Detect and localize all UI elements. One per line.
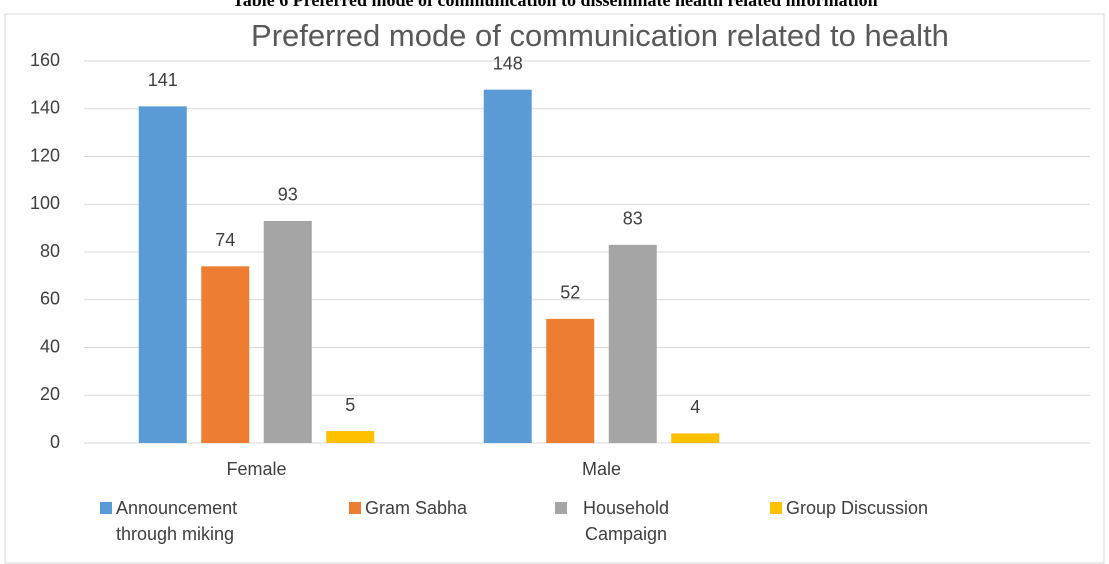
data-label: 141 (148, 70, 178, 90)
legend-swatch (349, 502, 361, 514)
y-tick-label: 20 (40, 384, 60, 404)
bar (546, 318, 595, 443)
x-tick-label: Female (226, 459, 286, 479)
y-tick-label: 40 (40, 336, 60, 356)
chart-border (4, 13, 1105, 564)
data-label: 83 (623, 209, 643, 229)
legend-label: Group Discussion (786, 498, 929, 518)
y-tick-label: 160 (30, 50, 60, 70)
data-label: 4 (690, 397, 700, 417)
data-label: 74 (215, 230, 235, 250)
data-label: 5 (345, 395, 355, 415)
bar (201, 266, 250, 443)
legend-label: Household Campaign (582, 498, 670, 544)
data-label: 148 (493, 53, 523, 73)
bar (326, 431, 375, 443)
y-tick-label: 0 (50, 432, 60, 452)
chart-title: Preferred mode of communication related … (251, 18, 949, 53)
legend-swatch (770, 502, 782, 514)
bar (671, 433, 720, 443)
bar (138, 106, 187, 444)
legend-label: Announcement through miking (116, 498, 238, 544)
y-tick-label: 140 (30, 98, 60, 118)
bar (608, 244, 657, 443)
bar (483, 89, 532, 444)
caption: Table 6 Preferred mode of communication … (232, 0, 877, 10)
y-tick-label: 80 (40, 241, 60, 261)
y-tick-label: 60 (40, 289, 60, 309)
legend-swatch (555, 502, 567, 514)
y-tick-label: 120 (30, 145, 60, 165)
y-tick-label: 100 (30, 193, 60, 213)
bar (263, 220, 312, 443)
data-label: 93 (278, 185, 298, 205)
legend-swatch (100, 502, 112, 514)
legend-label: Gram Sabha (365, 498, 468, 518)
x-tick-label: Male (582, 459, 621, 479)
data-label: 52 (560, 283, 580, 303)
